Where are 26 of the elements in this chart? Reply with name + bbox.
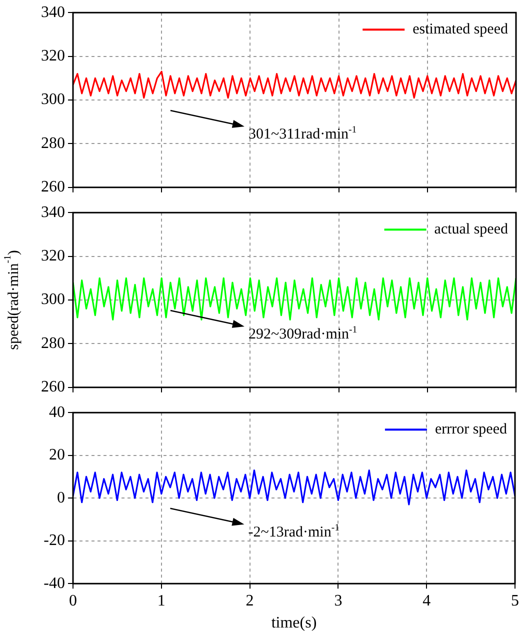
x-tick-label: 1 — [157, 592, 166, 610]
x-tick-label: 5 — [511, 592, 519, 610]
x-axis-title: time(s) — [271, 614, 317, 632]
y-axis-title: speed(rad·min-1) — [2, 250, 22, 350]
y-tick-label: 280 — [41, 334, 65, 352]
legend-label: actual speed — [434, 222, 508, 238]
y-tick-label: 40 — [49, 404, 65, 421]
x-tick-label: 0 — [69, 592, 77, 610]
y-tick-label: 320 — [41, 48, 65, 65]
x-tick-label: 4 — [422, 592, 431, 610]
y-tick-label: 20 — [49, 446, 65, 464]
legend-label: estimated speed — [412, 22, 508, 38]
y-tick-label: 340 — [41, 204, 65, 221]
y-tick-label: 300 — [41, 91, 65, 108]
legend-label: errror speed — [434, 422, 508, 438]
y-tick-label: -40 — [44, 574, 65, 592]
y-tick-label: 340 — [41, 4, 65, 21]
x-tick-label: 3 — [334, 592, 342, 610]
y-tick-label: 260 — [41, 178, 65, 196]
y-tick-label: -20 — [44, 532, 65, 550]
y-tick-label: 0 — [57, 489, 65, 506]
y-tick-label: 260 — [41, 378, 65, 396]
y-tick-label: 280 — [41, 134, 65, 152]
y-tick-label: 320 — [41, 248, 65, 265]
y-tick-label: 300 — [41, 291, 65, 308]
x-tick-label: 2 — [246, 592, 254, 610]
